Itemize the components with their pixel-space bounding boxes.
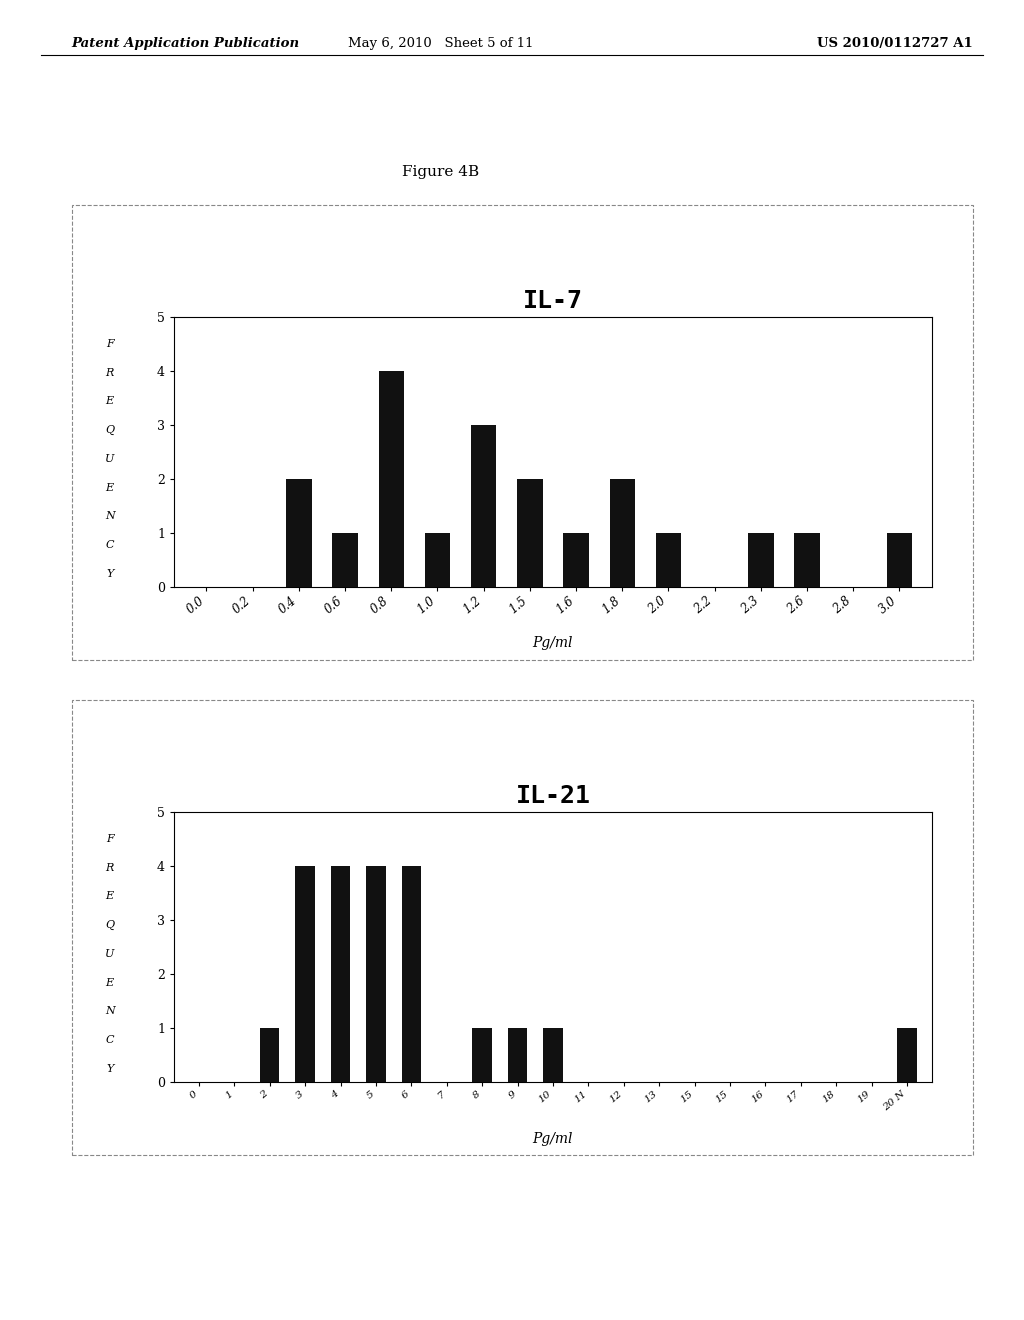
Bar <box>609 479 635 587</box>
Text: R: R <box>105 862 114 873</box>
Text: C: C <box>105 540 114 550</box>
Text: Q: Q <box>105 920 115 931</box>
Bar <box>425 533 451 587</box>
Text: F: F <box>105 339 114 348</box>
Text: Patent Application Publication: Patent Application Publication <box>72 37 300 50</box>
X-axis label: Pg/ml: Pg/ml <box>532 1133 573 1146</box>
Bar <box>887 533 912 587</box>
Text: N: N <box>104 1006 115 1016</box>
Bar <box>563 533 589 587</box>
X-axis label: Pg/ml: Pg/ml <box>532 636 573 649</box>
Text: E: E <box>105 891 114 902</box>
Bar <box>795 533 820 587</box>
Text: May 6, 2010   Sheet 5 of 11: May 6, 2010 Sheet 5 of 11 <box>347 37 534 50</box>
Bar <box>286 479 311 587</box>
Bar <box>401 866 421 1082</box>
Bar <box>471 425 497 587</box>
Text: F: F <box>105 834 114 843</box>
Title: IL-21: IL-21 <box>515 784 591 808</box>
Text: Y: Y <box>105 569 114 579</box>
Bar <box>749 533 773 587</box>
Text: Y: Y <box>105 1064 114 1074</box>
Bar <box>897 1028 916 1082</box>
Text: US 2010/0112727 A1: US 2010/0112727 A1 <box>817 37 973 50</box>
Text: U: U <box>105 949 115 958</box>
Bar <box>472 1028 492 1082</box>
Bar <box>543 1028 563 1082</box>
Bar <box>331 866 350 1082</box>
Bar <box>379 371 403 587</box>
Bar <box>655 533 681 587</box>
Text: E: E <box>105 978 114 987</box>
Bar <box>367 866 386 1082</box>
Text: E: E <box>105 483 114 492</box>
Text: R: R <box>105 367 114 378</box>
Bar <box>260 1028 280 1082</box>
Text: C: C <box>105 1035 114 1045</box>
Text: E: E <box>105 396 114 407</box>
Bar <box>333 533 357 587</box>
Bar <box>508 1028 527 1082</box>
Title: IL-7: IL-7 <box>523 289 583 313</box>
Bar <box>517 479 543 587</box>
Text: Q: Q <box>105 425 115 436</box>
Text: Figure 4B: Figure 4B <box>401 165 479 180</box>
Text: N: N <box>104 511 115 521</box>
Text: U: U <box>105 454 115 463</box>
Bar <box>295 866 314 1082</box>
